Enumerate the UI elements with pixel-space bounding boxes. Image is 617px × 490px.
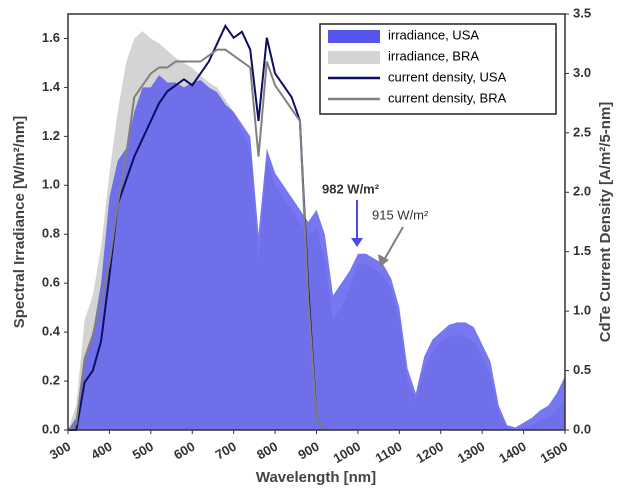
y2-tick-label: 1.5 [573, 243, 591, 258]
x-tick-label: 700 [213, 439, 239, 463]
x-tick-label: 400 [88, 439, 114, 463]
legend-swatch [328, 30, 380, 43]
legend-label: current density, BRA [388, 90, 507, 105]
y-tick-label: 1.4 [42, 79, 61, 94]
y-tick-label: 0.2 [42, 372, 60, 387]
x-tick-label: 1000 [331, 439, 364, 466]
x-tick-label: 1200 [413, 439, 446, 466]
y2-tick-label: 3.0 [573, 65, 591, 80]
x-axis-label: Wavelength [nm] [256, 469, 376, 486]
y2-tick-label: 2.5 [573, 124, 591, 139]
area [68, 75, 565, 431]
legend-label: irradiance, BRA [388, 48, 479, 63]
annotation-arrowhead [351, 238, 363, 247]
legend-swatch [328, 51, 380, 64]
y2-tick-label: 3.5 [573, 5, 591, 20]
y2-tick-label: 2.0 [573, 184, 591, 199]
x-tick-label: 1100 [373, 439, 405, 466]
x-tick-label: 600 [171, 439, 197, 463]
y-tick-label: 0.0 [42, 421, 60, 436]
legend: irradiance, USA irradiance, BRA current de… [319, 23, 557, 115]
y-tick-label: 0.4 [42, 324, 61, 339]
x-tick-label: 1400 [496, 439, 529, 466]
x-tick-label: 1500 [538, 439, 571, 466]
x-tick-label: 1300 [455, 439, 488, 466]
y-tick-label: 0.8 [42, 226, 60, 241]
line [68, 23, 326, 431]
y-tick-label: 0.6 [42, 275, 60, 290]
y-tick-label: 1.0 [42, 177, 60, 192]
annotation: 982 W/m² [322, 181, 380, 196]
annotation-arrowhead [378, 254, 389, 267]
legend-label: irradiance, USA [388, 27, 479, 42]
x-tick-label: 900 [295, 439, 321, 463]
annotation: 915 W/m² [372, 207, 429, 222]
line [67, 48, 326, 431]
x-tick-label: 500 [130, 439, 156, 463]
y-tick-label: 1.6 [42, 30, 60, 45]
x-tick-label: 300 [47, 439, 73, 463]
y2-tick-label: 0.0 [573, 421, 591, 436]
y2-tick-label: 1.0 [573, 303, 591, 318]
y2-axis-label: CdTe Current Density [A/m²/5-nm] [597, 102, 614, 343]
legend-label: current density, USA [388, 69, 507, 84]
y-axis-label: Spectral Irradiance [W/m²/nm] [11, 116, 28, 329]
annotation-arrow [383, 226, 404, 261]
x-tick-label: 800 [254, 439, 280, 463]
y2-tick-label: 0.5 [573, 362, 591, 377]
plot-area [67, 23, 565, 431]
y-tick-label: 1.2 [42, 128, 60, 143]
